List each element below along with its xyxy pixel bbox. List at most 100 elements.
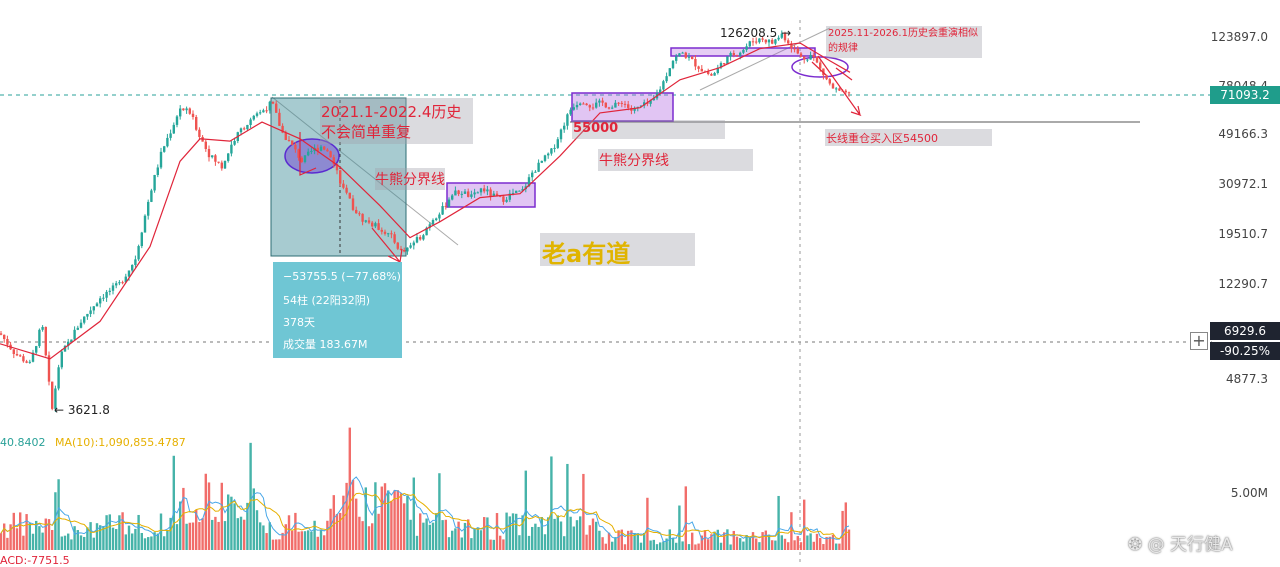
candle-body [726, 56, 729, 65]
volume-bar [182, 487, 185, 550]
candle-body [527, 177, 531, 187]
volume-bar [633, 533, 636, 550]
candle-body [335, 164, 339, 171]
volume-bar [140, 532, 143, 550]
candle-body [751, 41, 755, 43]
volume-bar [678, 505, 681, 550]
candle-body [185, 108, 188, 111]
candle-body [281, 125, 284, 133]
candle-body [790, 43, 793, 49]
volume-bar [511, 513, 515, 550]
volume-bar [143, 538, 147, 550]
volume-bar [630, 530, 633, 550]
candle-body [41, 326, 44, 330]
volume-bar [6, 537, 9, 550]
volume-bar [147, 537, 150, 550]
candle-body [406, 247, 409, 252]
candle-body [268, 101, 271, 111]
volume-bar [60, 536, 63, 550]
forecast-note-box [826, 26, 982, 58]
volume-bar [569, 516, 572, 550]
volume-bar [105, 515, 108, 550]
volume-bar [617, 530, 620, 550]
candle-body [716, 67, 719, 74]
volume-bar [137, 514, 140, 550]
candle-body [774, 39, 777, 44]
volume-bar [425, 518, 428, 550]
volume-bar [371, 523, 374, 550]
candle-body [745, 46, 748, 50]
candle-body [748, 41, 751, 47]
candle-body [828, 79, 831, 84]
candle-body [137, 246, 140, 260]
volume-bar [278, 539, 281, 550]
candle-body [729, 53, 732, 57]
candle-body [566, 114, 569, 126]
candle-body [428, 224, 431, 228]
volume-bar [172, 455, 175, 550]
volume-bar [163, 536, 166, 550]
candle-body [255, 113, 259, 116]
candle-body [371, 222, 374, 227]
candle-body [355, 209, 358, 214]
measure-volume: 成交量 183.67M [283, 338, 368, 351]
candle-body [275, 103, 278, 113]
volume-bar [819, 538, 822, 550]
candle-body [502, 196, 505, 202]
volume-bar [121, 512, 124, 550]
candle-body [732, 53, 735, 56]
candle-body [614, 102, 617, 108]
moving-average-line [0, 42, 851, 360]
volume-bar [124, 534, 127, 550]
candle-body [38, 329, 41, 347]
volume-bar [774, 540, 777, 550]
add-crosshair-button[interactable]: + [1190, 332, 1208, 350]
candle-body [243, 128, 246, 130]
measure-bars: 54柱 (22阳32阴) [283, 294, 371, 307]
trend-line-1 [271, 96, 459, 246]
volume-bar [390, 500, 393, 550]
candle-body [214, 155, 217, 162]
volume-bar [307, 530, 310, 550]
volume-bar [639, 542, 643, 550]
volume-bar [44, 518, 47, 550]
candle-body [294, 144, 297, 150]
price-tick-label: 30972.1 [1218, 177, 1268, 191]
trend-line-2 [699, 27, 831, 91]
candle-body [383, 231, 387, 234]
volume-ma5-value: 40.8402 [0, 436, 46, 449]
volume-bar [412, 477, 415, 550]
volume-bar [681, 541, 684, 550]
volume-bar [543, 534, 547, 550]
candle-body [735, 55, 739, 57]
candle-body [351, 198, 355, 210]
candle-body [534, 171, 537, 173]
candle-body [569, 109, 572, 115]
volume-bar [38, 526, 41, 550]
candle-body [291, 140, 294, 145]
volume-bar [675, 542, 678, 550]
volume-bar [441, 520, 444, 550]
candle-body [844, 90, 847, 93]
volume-bar [467, 519, 470, 550]
candle-body [28, 361, 31, 363]
volume-bar [691, 532, 694, 550]
volume-bar [214, 516, 217, 550]
candle-body [345, 187, 348, 193]
candle-body [553, 147, 556, 149]
candle-body [700, 68, 703, 72]
volume-bar [179, 501, 182, 550]
candle-body [812, 54, 815, 57]
candle-body [99, 298, 102, 304]
candle-body [495, 193, 499, 196]
volume-bar [339, 512, 342, 550]
candle-body [44, 326, 47, 356]
candle-body [35, 346, 38, 353]
volume-bar [451, 530, 454, 550]
candle-body [550, 148, 553, 154]
candle-body [76, 327, 79, 330]
candle-body [307, 151, 310, 156]
candle-body [425, 227, 428, 236]
candle-body [60, 351, 63, 368]
candle-body [627, 104, 630, 108]
